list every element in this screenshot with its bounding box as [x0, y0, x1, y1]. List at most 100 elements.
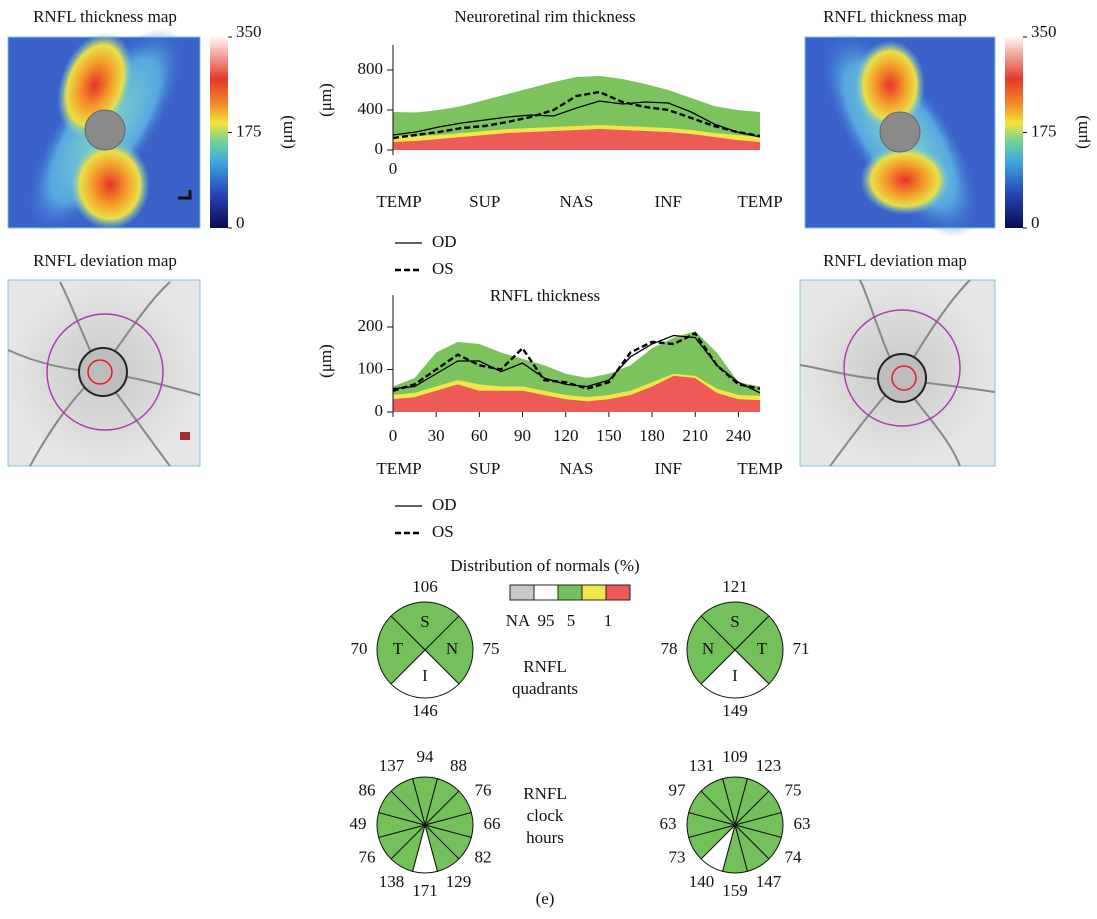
sector-label: I [732, 666, 738, 685]
clock-hour-value: 138 [379, 872, 405, 891]
clock-hour-value: 66 [484, 814, 501, 833]
thickness-map-image [792, 9, 1008, 261]
class-swatch [558, 585, 582, 600]
chart-title: Neuroretinal rim thickness [454, 7, 635, 26]
clock-hour-value: 86 [358, 780, 375, 799]
colorbar-tick-label: 0 [1031, 213, 1040, 232]
sector-label: N [702, 639, 714, 658]
sector-value: 149 [722, 701, 748, 720]
chart-title: RNFL thickness [490, 286, 600, 305]
sector-label: S [730, 612, 739, 631]
clock-hour-value: 76 [358, 847, 375, 866]
clock-hour-value: 49 [350, 814, 367, 833]
map-title: RNFL deviation map [823, 251, 967, 270]
colorbar-tick-label: 350 [236, 22, 262, 41]
sector-value: 121 [722, 577, 748, 596]
sector-value: 78 [661, 639, 678, 658]
class-swatch [510, 585, 534, 600]
x-tick-label: 210 [682, 426, 708, 445]
section-label: NAS [559, 459, 593, 478]
colorbar-label: (μm) [1072, 115, 1091, 149]
clock-hour-value: 97 [668, 780, 686, 799]
caption: (e) [536, 889, 555, 908]
colorbar-label: (μm) [277, 115, 296, 149]
class-label: NA [506, 611, 531, 630]
clock-hour-value: 74 [785, 847, 803, 866]
y-tick-label: 0 [375, 401, 384, 420]
x-tick-label: 30 [428, 426, 445, 445]
legend-label: OS [432, 259, 454, 278]
x-tick-label: 240 [726, 426, 752, 445]
x-tick-label: 120 [553, 426, 579, 445]
sector-value: 71 [793, 639, 810, 658]
colorbar-tick-label: 0 [236, 213, 245, 232]
sector-label: T [757, 639, 768, 658]
clock-hour-value: 75 [785, 780, 802, 799]
clock-hour-value: 159 [722, 881, 748, 900]
clock-hour-value: 131 [689, 756, 715, 775]
quadrants-label: RNFL [523, 657, 566, 676]
sector-value: 146 [412, 701, 438, 720]
deviation-map-image [800, 280, 995, 466]
clock-hour-value: 137 [379, 756, 405, 775]
colorbar [1005, 37, 1023, 228]
x-tick-label: 0 [389, 426, 398, 445]
clock-hour-value: 129 [446, 872, 472, 891]
sector-label: S [420, 612, 429, 631]
section-label: NAS [559, 192, 593, 211]
y-tick-label: 400 [358, 99, 384, 118]
colorbar-tick-label: 350 [1031, 22, 1057, 41]
class-label: 5 [567, 611, 576, 630]
y-tick-label: 0 [375, 139, 384, 158]
clock-hour-value: 171 [412, 881, 438, 900]
y-tick-label: 100 [358, 358, 384, 377]
x-tick-label: 60 [471, 426, 488, 445]
clock-hours-label: RNFL [523, 784, 566, 803]
class-label: 95 [538, 611, 555, 630]
sector-value: 106 [412, 577, 438, 596]
sector-value: 70 [351, 639, 368, 658]
clock-hour-value: 63 [794, 814, 811, 833]
y-axis-label: (μm) [316, 344, 335, 378]
x-tick-label: 0 [389, 159, 398, 178]
legend-label: OS [432, 522, 454, 541]
y-axis-label: (μm) [316, 83, 335, 117]
sector-label: T [393, 639, 404, 658]
y-tick-label: 800 [358, 59, 384, 78]
section-label: TEMP [376, 192, 421, 211]
figure: RNFL thickness mapRNFL deviation map0175… [0, 0, 1097, 919]
legend-title: Distribution of normals (%) [450, 556, 639, 575]
map-title: RNFL deviation map [33, 251, 177, 270]
clock-hour-value: 147 [756, 872, 782, 891]
clock-hours-label: clock [527, 806, 564, 825]
x-tick-label: 90 [514, 426, 531, 445]
class-swatch [582, 585, 606, 600]
sector-label: N [446, 639, 458, 658]
clock-hour-value: 109 [722, 747, 748, 766]
clock-hour-value: 88 [450, 756, 467, 775]
clock-hours-label: hours [526, 828, 564, 847]
legend-label: OD [432, 232, 457, 251]
section-label: INF [655, 192, 682, 211]
y-tick-label: 200 [358, 316, 384, 335]
colorbar [210, 37, 228, 228]
section-label: SUP [469, 192, 500, 211]
section-label: SUP [469, 459, 500, 478]
section-label: INF [655, 459, 682, 478]
quadrants-label: quadrants [512, 679, 578, 698]
map-title: RNFL thickness map [823, 7, 967, 26]
legend-label: OD [432, 495, 457, 514]
sector-label: I [422, 666, 428, 685]
clock-hour-value: 76 [475, 780, 492, 799]
section-label: TEMP [737, 459, 782, 478]
clock-hour-value: 140 [689, 872, 715, 891]
clock-hour-value: 123 [756, 756, 782, 775]
x-tick-label: 180 [639, 426, 665, 445]
sector-value: 75 [483, 639, 500, 658]
x-tick-label: 150 [596, 426, 622, 445]
thickness-map-image [0, 6, 211, 254]
clock-hour-value: 63 [660, 814, 677, 833]
colorbar-tick-label: 175 [236, 121, 262, 140]
class-label: 1 [604, 611, 613, 630]
section-label: TEMP [737, 192, 782, 211]
